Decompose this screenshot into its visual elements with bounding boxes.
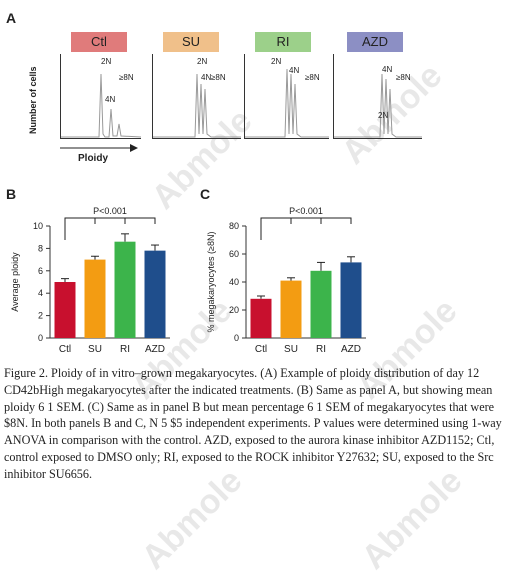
flow-histogram-azd: 4N ≥8N 2N — [333, 54, 422, 139]
peak-label: ≥8N — [305, 73, 320, 82]
caption-text: Figure 2. Ploidy of in vitro–grown megak… — [4, 366, 502, 481]
y-tick-label: 4 — [38, 288, 43, 298]
peak-label: 4N — [105, 95, 116, 104]
panel-label-c: C — [200, 186, 211, 202]
flow-xlabel: Ploidy — [78, 153, 109, 164]
y-tick-label: 6 — [38, 266, 43, 276]
flow-histogram-ctl: 2N 4N ≥8N — [60, 54, 141, 139]
peak-label: ≥8N — [119, 73, 134, 82]
bar-ri — [114, 241, 136, 338]
figure-caption: Figure 2. Ploidy of in vitro–grown megak… — [4, 365, 509, 483]
y-tick-label: 40 — [229, 277, 239, 287]
bar-ri — [310, 270, 332, 338]
y-tick-label: 20 — [229, 305, 239, 315]
y-tick-label: 0 — [234, 333, 239, 343]
ploidy-axis-arrow — [60, 144, 138, 152]
peak-label: 2N — [197, 57, 208, 66]
bar-ctl — [250, 298, 272, 338]
x-tick-label: Ctl — [255, 344, 267, 355]
peak-label: 2N — [271, 57, 282, 66]
peak-label: 4N — [382, 65, 393, 74]
y-tick-label: 0 — [38, 333, 43, 343]
flow-histogram-ri: 2N 4N ≥8N — [244, 54, 329, 139]
flow-histogram-su: 2N 4N ≥8N — [152, 54, 241, 139]
significance-bracket — [64, 217, 156, 240]
peak-label: 4N — [201, 73, 212, 82]
bar-su — [280, 280, 302, 338]
y-axis-label: % megakaryocytes (≥8N) — [206, 232, 216, 333]
y-tick-label: 8 — [38, 243, 43, 253]
treatment-header-ri: RI — [255, 32, 311, 52]
flow-ylabel: Number of cells — [28, 66, 38, 134]
x-tick-label: SU — [88, 344, 102, 355]
x-tick-label: AZD — [341, 344, 361, 355]
histogram-curve — [245, 68, 329, 138]
y-axis-label: Average ploidy — [10, 252, 20, 312]
treatment-header-azd: AZD — [347, 32, 403, 52]
treatment-header-ctl: Ctl — [71, 32, 127, 52]
chart-b: 0 2 4 6 8 10 Average ploidy Ctl SU RI AZD P<0.001 — [10, 206, 170, 355]
chart-c: 0 20 40 60 80 % megakaryocytes (≥8N) Ctl SU RI AZ… — [206, 206, 366, 355]
histogram-curve — [153, 73, 241, 138]
histogram-curve — [334, 73, 422, 138]
y-tick-label: 60 — [229, 249, 239, 259]
bar-su — [84, 259, 106, 338]
peak-label: 2N — [378, 111, 389, 120]
panel-label-a: A — [6, 10, 17, 26]
y-tick-label: 2 — [38, 311, 43, 321]
histogram-curve — [61, 73, 141, 138]
peak-label: 2N — [101, 57, 112, 66]
peak-label: ≥8N — [396, 73, 411, 82]
x-tick-label: SU — [284, 344, 298, 355]
y-tick-label: 10 — [33, 221, 43, 231]
bar-azd — [144, 250, 166, 338]
y-tick-label: 80 — [229, 221, 239, 231]
peak-label: 4N — [289, 66, 300, 75]
p-value-label: P<0.001 — [289, 206, 323, 216]
bar-ctl — [54, 282, 76, 338]
significance-bracket — [260, 217, 352, 240]
x-tick-label: Ctl — [59, 344, 71, 355]
peak-label: ≥8N — [211, 73, 226, 82]
panel-label-b: B — [6, 186, 17, 202]
treatment-header-su: SU — [163, 32, 219, 52]
x-tick-label: RI — [120, 344, 130, 355]
x-tick-label: AZD — [145, 344, 165, 355]
x-tick-label: RI — [316, 344, 326, 355]
p-value-label: P<0.001 — [93, 206, 127, 216]
bar-azd — [340, 262, 362, 338]
